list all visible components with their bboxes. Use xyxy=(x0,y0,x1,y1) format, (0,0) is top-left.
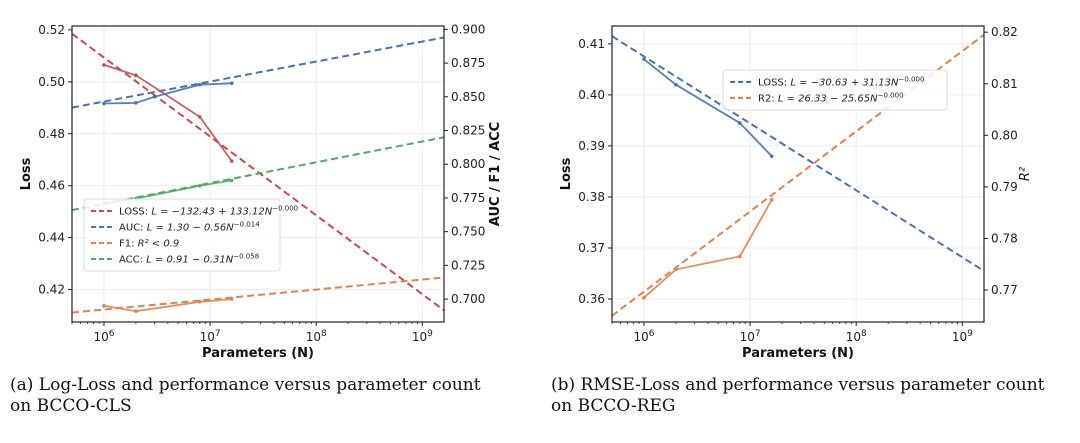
legend-label-acc: ACC: L = 0.91 − 0.31N−0.058 xyxy=(119,253,259,266)
legend-label-auc: AUC: L = 1.30 − 0.56N−0.014 xyxy=(119,221,260,234)
legend-label-f1: F1: R² < 0.9 xyxy=(119,239,179,250)
legend-label-loss: LOSS: L = −30.63 + 31.13N−0.000 xyxy=(758,76,924,89)
y-left-tick-label: 0.52 xyxy=(38,23,65,37)
legend-label-loss: LOSS: L = −132.43 + 133.12N−0.000 xyxy=(119,205,298,218)
y-right-tick-label: 0.825 xyxy=(451,124,485,138)
legend: LOSS: L = −132.43 + 133.12N−0.000 AUC: L … xyxy=(83,198,298,272)
legend-box xyxy=(722,69,948,111)
data-point-r2 xyxy=(737,254,742,259)
caption-b: (b) RMSE-Loss and performance versus par… xyxy=(551,375,1045,417)
y-left-tick-label: 0.44 xyxy=(38,231,65,245)
y-left-tick-label: 0.38 xyxy=(578,190,605,204)
y-left-axis-label: Loss xyxy=(559,157,574,190)
y-right-tick-label: 0.79 xyxy=(991,180,1018,194)
data-point-loss xyxy=(229,159,234,163)
y-left-axis-label: Loss xyxy=(19,157,34,190)
data-point-auc xyxy=(197,82,202,87)
plot-frame xyxy=(611,25,985,323)
y-left-tick-label: 0.36 xyxy=(578,292,605,306)
caption-b-line2: on BCCO-REG xyxy=(551,396,676,416)
series-line-f1 xyxy=(103,298,232,313)
fit-line-loss xyxy=(611,35,985,272)
x-tick-label: 109 xyxy=(412,329,433,344)
series-line-loss xyxy=(643,58,773,157)
caption-a-line1: (a) Log-Loss and performance versus para… xyxy=(10,375,481,395)
y-left-tick-label: 0.37 xyxy=(578,241,605,255)
series-line-auc xyxy=(103,82,232,105)
series-line-loss xyxy=(103,64,233,162)
data-point-r2 xyxy=(769,197,774,202)
data-point-acc xyxy=(229,178,234,183)
legend-box xyxy=(83,198,281,272)
y-right-tick-label: 0.875 xyxy=(451,56,485,70)
x-axis-label: Parameters (N) xyxy=(202,346,314,361)
x-tick-label: 106 xyxy=(93,329,114,344)
y-left-tick-label: 0.50 xyxy=(38,75,65,89)
y-right-tick-label: 0.700 xyxy=(451,292,485,306)
x-tick-label: 106 xyxy=(633,329,654,344)
y-right-axis-label: AUC / F1 / ACC xyxy=(488,122,503,226)
x-tick-label: 108 xyxy=(846,329,867,344)
data-point-r2 xyxy=(674,267,678,272)
y-right-tick-label: 0.725 xyxy=(451,258,485,272)
data-point-loss xyxy=(102,63,106,67)
data-point-f1 xyxy=(229,297,234,301)
y-right-axis-label: R² xyxy=(1018,167,1033,181)
fit-line-auc xyxy=(71,36,445,109)
data-point-loss xyxy=(737,121,742,125)
y-left-tick-label: 0.39 xyxy=(578,139,605,153)
data-point-r2 xyxy=(642,295,646,300)
data-point-auc xyxy=(102,101,106,106)
data-point-f1 xyxy=(134,309,138,314)
y-left-tick-label: 0.40 xyxy=(578,88,605,102)
x-tick-label: 108 xyxy=(306,329,327,344)
y-right-tick-label: 0.82 xyxy=(991,25,1018,39)
fit-line-f1 xyxy=(71,276,445,314)
legend: LOSS: L = −30.63 + 31.13N−0.000 R2: L = 2… xyxy=(722,69,948,111)
legend-label-r2: R2: L = 26.33 − 25.65N−0.000 xyxy=(758,92,904,105)
y-right-tick-label: 0.850 xyxy=(451,90,485,104)
data-point-auc xyxy=(229,81,234,86)
data-point-loss xyxy=(197,115,202,119)
data-point-auc xyxy=(134,101,138,105)
data-point-loss xyxy=(642,57,646,61)
y-right-tick-label: 0.77 xyxy=(991,283,1018,297)
y-left-tick-label: 0.41 xyxy=(578,37,605,51)
series-line-r2 xyxy=(643,199,773,299)
data-point-f1 xyxy=(102,304,106,308)
y-left-tick-label: 0.48 xyxy=(38,127,65,141)
y-right-tick-label: 0.80 xyxy=(991,128,1018,142)
data-point-loss xyxy=(134,73,138,78)
x-tick-label: 107 xyxy=(200,329,221,344)
y-right-tick-label: 0.775 xyxy=(451,191,485,205)
y-right-tick-label: 0.750 xyxy=(451,225,485,239)
x-tick-label: 109 xyxy=(952,329,973,344)
fit-line-loss xyxy=(71,32,445,312)
y-right-tick-label: 0.81 xyxy=(991,77,1018,91)
fit-line-acc xyxy=(71,136,445,212)
y-right-tick-label: 0.800 xyxy=(451,157,485,171)
chart-b: 106 107 108 109 0.36 0.37 0.38 0.39 0.40 0.41 0.77… xyxy=(559,25,1033,361)
data-point-auc xyxy=(152,94,157,99)
data-point-acc xyxy=(197,183,202,188)
caption-b-line1: (b) RMSE-Loss and performance versus par… xyxy=(551,375,1045,395)
chart-a: 106 107 108 109 0.42 0.44 0.46 0.48 0.50 0.52 0.70… xyxy=(19,22,503,361)
x-tick-label: 107 xyxy=(740,329,761,344)
caption-a-line2: on BCCO-CLS xyxy=(10,396,132,416)
data-point-loss xyxy=(674,82,678,87)
caption-a: (a) Log-Loss and performance versus para… xyxy=(10,375,481,417)
plot-frame xyxy=(71,25,445,323)
data-point-f1 xyxy=(197,299,202,304)
data-point-loss xyxy=(769,154,774,158)
y-right-tick-label: 0.78 xyxy=(991,231,1018,245)
y-left-tick-label: 0.46 xyxy=(38,179,65,193)
y-right-tick-label: 0.900 xyxy=(451,22,485,36)
y-left-tick-label: 0.42 xyxy=(38,283,65,297)
x-axis-label: Parameters (N) xyxy=(742,346,854,361)
